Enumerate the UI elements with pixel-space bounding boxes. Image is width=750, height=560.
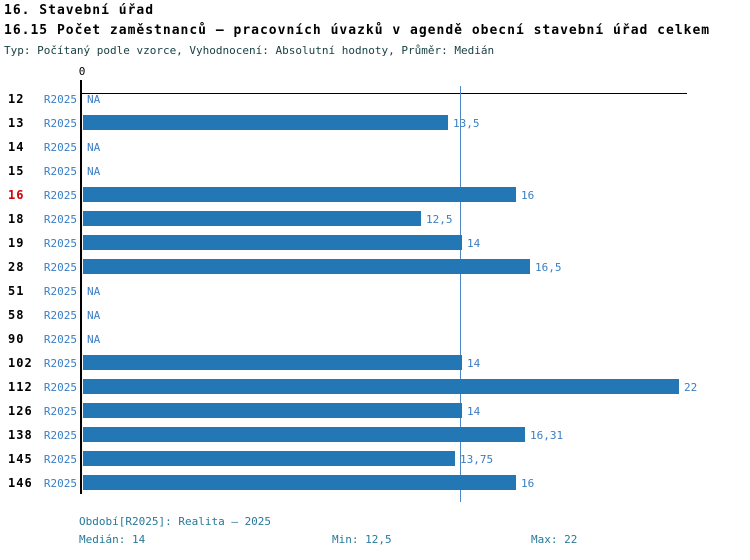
chart-row: 145 R2025 13,75 [0, 447, 750, 471]
period-label: R2025 [43, 428, 77, 442]
y-axis-line [80, 80, 82, 494]
na-label: NA [87, 164, 101, 178]
na-label: NA [87, 140, 101, 154]
period-label: R2025 [43, 284, 77, 298]
category-label: 146 [8, 476, 33, 490]
value-label: 14 [467, 236, 481, 250]
max-stat: Max: 22 [531, 533, 578, 546]
chart-row: 28 R2025 16,5 [0, 255, 750, 279]
category-label: 16 [8, 188, 25, 202]
period-label: R2025 [43, 212, 77, 226]
value-label: 16,31 [530, 428, 564, 442]
chart-row: 102 R2025 14 [0, 351, 750, 375]
period-label: R2025 [43, 356, 77, 370]
bar [83, 187, 516, 202]
category-label: 19 [8, 236, 25, 250]
value-label: 14 [467, 356, 481, 370]
chart-row: 16 R2025 16 [0, 183, 750, 207]
median-stat: Medián: 14 [79, 533, 146, 546]
value-label: 14 [467, 404, 481, 418]
na-label: NA [87, 308, 101, 322]
category-label: 13 [8, 116, 25, 130]
x-axis-line [80, 93, 687, 94]
value-label: 13,5 [453, 116, 480, 130]
na-label: NA [87, 284, 101, 298]
chart-row: 138 R2025 16,31 [0, 423, 750, 447]
chart-row: 58 R2025 NA [0, 303, 750, 327]
period-label: R2025 [43, 308, 77, 322]
category-label: 15 [8, 164, 25, 178]
category-label: 18 [8, 212, 25, 226]
chart-row: 14 R2025 NA [0, 135, 750, 159]
bar [83, 115, 448, 130]
chart-row: 12 R2025 NA [0, 87, 750, 111]
bar [83, 427, 525, 442]
category-label: 58 [8, 308, 25, 322]
value-label: 12,5 [426, 212, 453, 226]
category-label: 28 [8, 260, 25, 274]
category-label: 90 [8, 332, 25, 346]
bar [83, 211, 421, 226]
bar [83, 355, 462, 370]
bar [83, 451, 455, 466]
category-label: 138 [8, 428, 33, 442]
na-label: NA [87, 92, 101, 106]
chart-meta: Typ: Počítaný podle vzorce, Vyhodnocení:… [4, 44, 495, 57]
bar [83, 235, 462, 250]
chart-row: 146 R2025 16 [0, 471, 750, 495]
value-label: 16 [521, 476, 535, 490]
chart-row: 90 R2025 NA [0, 327, 750, 351]
value-label: 22 [684, 380, 698, 394]
chart-row: 18 R2025 12,5 [0, 207, 750, 231]
chart-row: 13 R2025 13,5 [0, 111, 750, 135]
period-label: R2025 [43, 164, 77, 178]
value-label: 16,5 [535, 260, 562, 274]
category-label: 102 [8, 356, 33, 370]
chart-row: 15 R2025 NA [0, 159, 750, 183]
period-label: R2025 [43, 116, 77, 130]
value-label: 16 [521, 188, 535, 202]
bar [83, 259, 530, 274]
chart-row: 126 R2025 14 [0, 399, 750, 423]
period-legend: Období[R2025]: Realita – 2025 [79, 515, 272, 528]
period-label: R2025 [43, 332, 77, 346]
chart-title: 16.15 Počet zaměstnanců – pracovních úva… [4, 23, 711, 38]
chart-row: 19 R2025 14 [0, 231, 750, 255]
category-label: 51 [8, 284, 25, 298]
chart-row: 112 R2025 22 [0, 375, 750, 399]
period-label: R2025 [43, 236, 77, 250]
median-line [460, 86, 461, 502]
period-label: R2025 [43, 380, 77, 394]
period-label: R2025 [43, 188, 77, 202]
value-label: 13,75 [460, 452, 494, 466]
na-label: NA [87, 332, 101, 346]
period-label: R2025 [43, 140, 77, 154]
min-stat: Min: 12,5 [332, 533, 392, 546]
period-label: R2025 [43, 476, 77, 490]
bar [83, 379, 679, 394]
category-label: 126 [8, 404, 33, 418]
period-label: R2025 [43, 404, 77, 418]
period-label: R2025 [43, 260, 77, 274]
bar [83, 403, 462, 418]
bar [83, 475, 516, 490]
report-section-title: 16. Stavební úřad [4, 3, 155, 18]
x-axis-zero-tick: 0 [78, 65, 86, 78]
category-label: 145 [8, 452, 33, 466]
chart-row: 51 R2025 NA [0, 279, 750, 303]
period-label: R2025 [43, 92, 77, 106]
category-label: 112 [8, 380, 33, 394]
period-label: R2025 [43, 452, 77, 466]
category-label: 14 [8, 140, 25, 154]
category-label: 12 [8, 92, 25, 106]
